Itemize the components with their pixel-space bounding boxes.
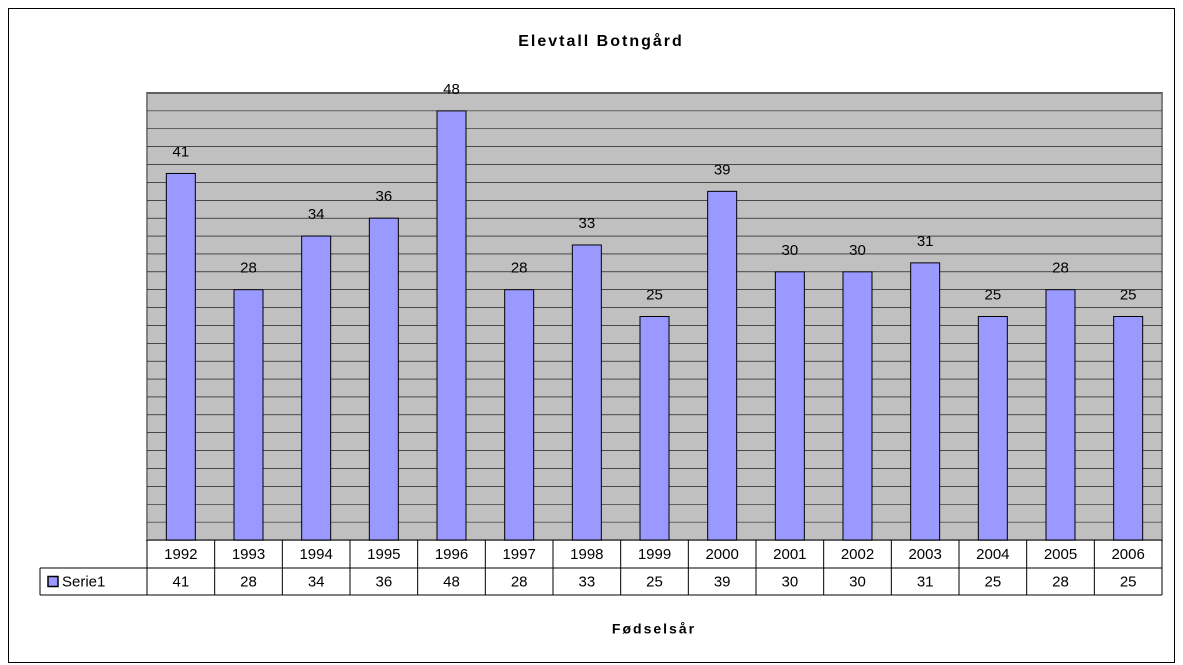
table-category: 1998 — [570, 546, 603, 563]
table-category: 2001 — [773, 546, 806, 563]
bar — [233, 289, 264, 541]
bar — [774, 271, 805, 541]
table-category: 1997 — [502, 546, 535, 563]
table-value: 30 — [849, 573, 866, 590]
table-value: 25 — [1120, 573, 1137, 590]
table-value: 31 — [917, 573, 934, 590]
table-category: 2002 — [841, 546, 874, 563]
data-label: 41 — [172, 143, 189, 160]
table-value: 36 — [375, 573, 392, 590]
bar — [977, 316, 1008, 541]
table-value: 28 — [1052, 573, 1069, 590]
data-label: 25 — [984, 286, 1001, 303]
table-category: 2000 — [705, 546, 738, 563]
data-label: 30 — [781, 242, 798, 259]
bar — [707, 190, 738, 541]
table-value: 28 — [240, 573, 257, 590]
table-category: 2003 — [908, 546, 941, 563]
bar — [1113, 316, 1144, 541]
data-label: 36 — [375, 188, 392, 205]
bar — [842, 271, 873, 541]
data-label: 34 — [308, 206, 325, 223]
data-label: 48 — [443, 81, 460, 98]
table-category: 1996 — [435, 546, 468, 563]
table-category: 2005 — [1044, 546, 1077, 563]
bar — [504, 289, 535, 541]
table-category: 1999 — [638, 546, 671, 563]
table-category: 1992 — [164, 546, 197, 563]
bar — [436, 110, 467, 541]
table-category: 1995 — [367, 546, 400, 563]
data-label: 33 — [578, 215, 595, 232]
x-axis-label: Fødselsår — [612, 621, 696, 637]
table-category: 2006 — [1111, 546, 1144, 563]
data-label: 28 — [1052, 260, 1069, 277]
table-value: 33 — [578, 573, 595, 590]
bar — [910, 262, 941, 541]
table-category: 1993 — [232, 546, 265, 563]
legend-label: Serie1 — [62, 573, 105, 590]
table-value: 48 — [443, 573, 460, 590]
bar — [1045, 289, 1076, 541]
chart-title: Elevtall Botngård — [518, 32, 684, 50]
legend-key — [47, 575, 59, 588]
data-label: 28 — [511, 260, 528, 277]
bar — [368, 217, 399, 541]
table-category: 2004 — [976, 546, 1009, 563]
table-value: 34 — [308, 573, 325, 590]
table-value: 30 — [781, 573, 798, 590]
data-label: 25 — [646, 286, 663, 303]
bar — [639, 316, 670, 541]
data-label: 31 — [917, 233, 934, 250]
table-value: 28 — [511, 573, 528, 590]
table-value: 25 — [984, 573, 1001, 590]
bar — [571, 244, 602, 541]
data-label: 28 — [240, 260, 257, 277]
table-value: 25 — [646, 573, 663, 590]
table-value: 39 — [714, 573, 731, 590]
bar — [301, 235, 332, 541]
data-label: 39 — [714, 161, 731, 178]
table-value: 41 — [172, 573, 189, 590]
table-category: 1994 — [299, 546, 332, 563]
data-label: 25 — [1120, 286, 1137, 303]
bar — [165, 172, 196, 541]
data-label: 30 — [849, 242, 866, 259]
